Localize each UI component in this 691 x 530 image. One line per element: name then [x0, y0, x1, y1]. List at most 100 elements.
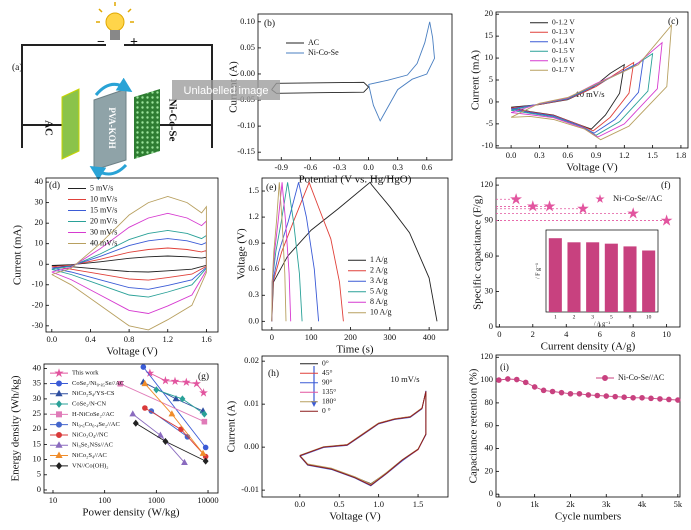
x-tick-label: 6: [598, 329, 602, 339]
y-tick-label: 20: [485, 465, 494, 475]
legend-marker: [55, 389, 63, 397]
y-axis-label: Current (mA): [470, 50, 482, 111]
data-point: [179, 395, 186, 403]
data-point: [141, 379, 149, 387]
legend-label: Ni-Co-Se//AC: [618, 373, 664, 382]
legend-label: CoSe₂/N-CN: [72, 401, 106, 408]
data-point: [168, 410, 176, 417]
legend-label: 135°: [322, 387, 336, 396]
data-point: [594, 392, 601, 399]
legend-label: 0-1.4 V: [552, 36, 575, 45]
y-tick-label: -20: [32, 299, 43, 309]
x-tick-label: 0: [497, 499, 501, 509]
wire: [21, 44, 213, 148]
data-point: [567, 390, 574, 397]
y-tick-label: 0.9: [248, 237, 259, 247]
legend-label: 5 mV/s: [90, 183, 113, 192]
x-tick-label: 300: [383, 332, 396, 342]
x-tick-label: 0.5: [334, 499, 345, 509]
x-tick-label: 0.6: [562, 150, 573, 160]
data-point: [639, 394, 645, 401]
inset-x-label: 1: [554, 314, 557, 320]
y-tick-label: 80: [485, 397, 494, 407]
legend-label: 10 A/g: [370, 308, 392, 317]
x-tick-label: 0.3: [534, 150, 545, 160]
x-tick-label: 1.2: [162, 334, 173, 344]
y-tick-label: 0.00: [244, 441, 259, 451]
data-point: [526, 200, 539, 212]
y-tick-label: 20: [485, 8, 494, 18]
panel-label: (d): [49, 180, 60, 191]
series-line: [271, 81, 370, 94]
x-tick-label: 1.8: [676, 150, 687, 160]
y-tick-label: 10: [33, 454, 42, 464]
panel-label: (g): [198, 371, 209, 382]
data-point: [182, 377, 191, 386]
y-axis-label: Specific capacitance (F/g): [472, 195, 484, 310]
legend-label: H-NiCoSe₂//AC: [72, 411, 114, 418]
x-tick-label: 400: [423, 332, 436, 342]
series-line: [271, 182, 320, 322]
y-tick-label: 0.00: [240, 68, 255, 78]
y-tick-label: 40: [485, 442, 494, 452]
minus-sign: −: [97, 35, 105, 50]
x-tick-label: 8: [631, 329, 635, 339]
x-axis-label: Voltage (V): [566, 162, 618, 174]
y-tick-label: -0.10: [237, 120, 255, 130]
data-point: [522, 379, 529, 386]
series-line: [299, 390, 427, 487]
data-point: [172, 395, 180, 402]
data-point: [199, 449, 207, 456]
x-axis-label: Power density (W/kg): [82, 507, 179, 519]
data-point: [202, 444, 209, 451]
legend-label: CoSe₂/Ni₀.₈₅Se//AC: [72, 380, 124, 387]
legend-label: 5 A/g: [370, 287, 388, 296]
y-tick-label: 60: [485, 250, 494, 260]
y-tick-label: 1.5: [248, 185, 259, 195]
x-tick-label: 0.3: [392, 162, 403, 172]
x-tick-label: 1.5: [413, 499, 424, 509]
x-tick-label: 3k: [602, 499, 611, 509]
inset-x-label: 2: [573, 314, 576, 320]
inset-bar: [567, 242, 581, 312]
y-tick-label: 30: [35, 197, 44, 207]
legend-label: AC: [308, 38, 319, 47]
x-tick-label: 0.9: [591, 150, 602, 160]
y-axis-label: Current (mA): [12, 225, 24, 286]
y-tick-label: 5: [37, 469, 41, 479]
series-line: [299, 392, 427, 485]
data-point: [603, 393, 610, 399]
inset-bar: [604, 243, 618, 312]
inset-bar: [548, 238, 562, 312]
y-tick-label: -10: [482, 140, 493, 150]
x-tick-label: 0: [497, 329, 501, 339]
y-tick-label: 100: [480, 374, 493, 384]
inset-x-label: 5: [610, 314, 613, 320]
legend-marker: [55, 441, 63, 448]
y-tick-label: 15: [485, 30, 494, 40]
x-tick-label: 1.2: [619, 150, 630, 160]
x-axis-label: Voltage (V): [329, 511, 381, 523]
data-point: [140, 364, 147, 370]
schematic: − + (a) AC PVA-KOH Ni-Co-Se: [12, 2, 213, 181]
x-tick-label: 1.5: [647, 150, 658, 160]
x-tick-label: 0.0: [363, 162, 374, 172]
legend-label: Ni-Co-Se: [308, 48, 339, 57]
legend-label: Ni-Co-Se//AC: [613, 193, 662, 203]
y-tick-label: 0.01: [244, 398, 259, 408]
legend-label: 8 A/g: [370, 297, 388, 306]
series-line: [51, 247, 207, 281]
plot-frame: [261, 355, 449, 498]
y-tick-label: 0: [39, 258, 43, 268]
series-line: [51, 212, 207, 314]
legend-label: VN//Co(OH)₂: [72, 462, 109, 469]
y-tick-label: -0.01: [241, 484, 259, 494]
plot-frame: [43, 363, 219, 494]
electrode-label: AC: [42, 120, 54, 136]
series-line: [271, 182, 287, 322]
x-tick-label: 0: [270, 332, 274, 342]
panel-label: (e): [266, 182, 277, 193]
data-point: [577, 202, 589, 214]
placeholder-overlay: Unlabelled image: [172, 80, 280, 100]
